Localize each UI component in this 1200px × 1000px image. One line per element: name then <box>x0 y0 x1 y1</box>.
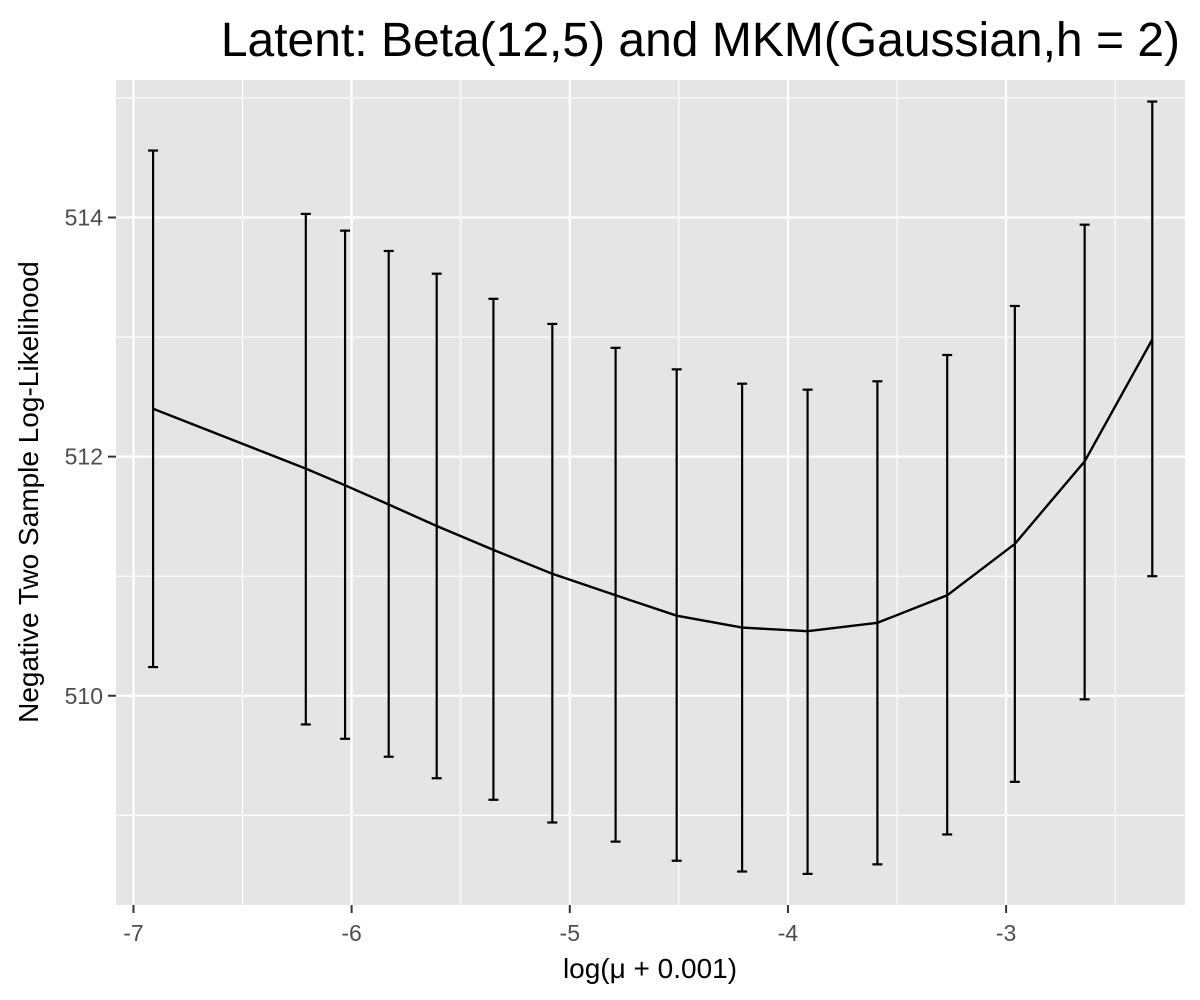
x-tick-label: -4 <box>778 920 799 946</box>
series-line <box>152 338 1154 633</box>
x-axis-title: log(μ + 0.001) <box>563 953 737 984</box>
x-axis: -7 -6 -5 -4 -3 <box>123 905 1016 946</box>
x-tick-label: -5 <box>560 920 580 946</box>
error-bar <box>1147 100 1158 578</box>
y-tick-label: 514 <box>65 205 104 231</box>
chart-title: Latent: Beta(12,5) and MKM(Gaussian,h = … <box>221 14 1180 67</box>
x-tick-label: -6 <box>341 920 361 946</box>
y-tick-label: 512 <box>65 444 103 470</box>
y-tick-label: 510 <box>65 683 103 709</box>
y-axis: 510 512 514 <box>65 205 116 709</box>
error-bar <box>148 149 159 669</box>
grid-major <box>116 80 1185 905</box>
plot-panel <box>116 80 1185 905</box>
y-axis-title: Negative Two Sample Log-Likelihood <box>13 261 44 723</box>
x-tick-label: -3 <box>996 920 1016 946</box>
x-tick-label: -7 <box>123 920 143 946</box>
